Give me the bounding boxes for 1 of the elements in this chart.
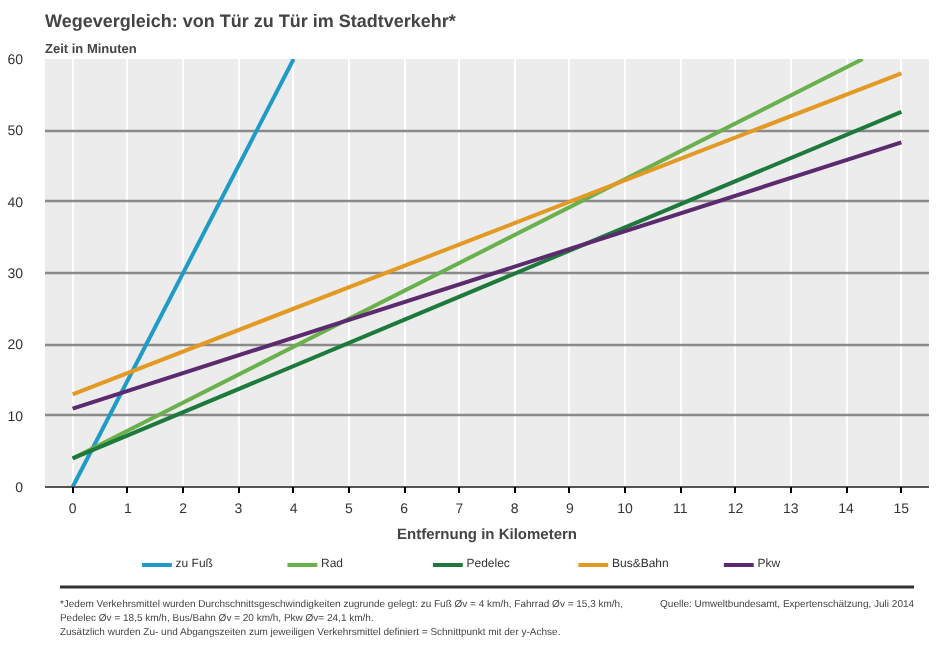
chart-title: Wegevergleich: von Tür zu Tür im Stadtverkehr* [45,11,457,31]
